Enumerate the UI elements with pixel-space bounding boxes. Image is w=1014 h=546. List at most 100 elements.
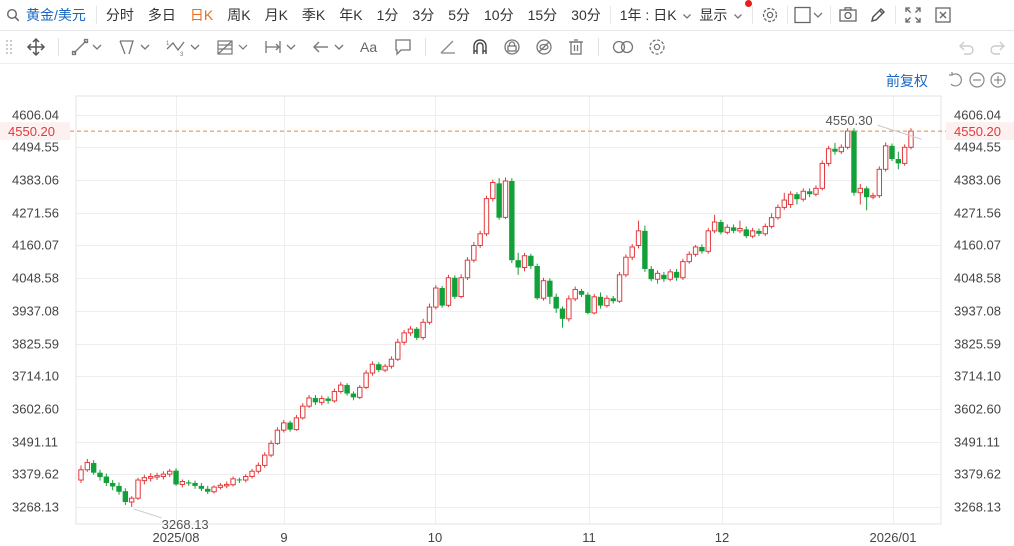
y-tick-label: 3268.13 (954, 500, 1001, 515)
candle-body (642, 230, 648, 269)
display-selector[interactable]: 显示 (699, 0, 750, 30)
period-tab[interactable]: 季K (301, 7, 326, 23)
candle (768, 213, 775, 229)
period-tab[interactable]: 1分 (376, 7, 399, 23)
candle-body (293, 417, 300, 431)
candle-body (217, 484, 224, 488)
candle (179, 479, 186, 488)
candle-body (141, 477, 148, 482)
candle-body (350, 393, 357, 398)
candle (230, 476, 236, 487)
line-tool[interactable] (65, 31, 111, 63)
measure-tool[interactable] (257, 31, 305, 63)
y-tick-label: 4271.56 (954, 206, 1001, 221)
drawing-settings[interactable] (641, 31, 673, 63)
candle (591, 293, 597, 315)
candle (414, 327, 420, 340)
hide-tool[interactable] (528, 31, 560, 63)
fullscreen-button[interactable] (898, 0, 928, 30)
candle-body (262, 454, 268, 466)
candle-body (255, 464, 262, 472)
period-tab[interactable]: 5分 (448, 7, 470, 23)
redo-button[interactable] (982, 31, 1014, 63)
candle-body (452, 277, 458, 297)
fib-tool[interactable] (209, 31, 257, 63)
draw-button[interactable] (863, 0, 893, 30)
candle-body (661, 274, 667, 280)
candle (452, 275, 458, 299)
channel-tool[interactable] (111, 31, 159, 63)
candle-body (604, 297, 610, 307)
period-tab[interactable]: 周K (227, 7, 251, 23)
trend-line-icon (71, 38, 102, 56)
reset-icon[interactable] (947, 71, 965, 89)
y-tick-label: 4494.55 (954, 140, 1001, 155)
period-tab[interactable]: 日K (189, 7, 214, 23)
y-tick-label: 4383.06 (954, 173, 1001, 188)
symbol-selector[interactable]: 黄金/美元 (0, 5, 94, 25)
candle (306, 395, 312, 408)
delete-tool[interactable] (560, 31, 592, 63)
candle-body (90, 463, 97, 473)
period-tab[interactable]: 多日 (147, 7, 176, 23)
candle-body (109, 482, 116, 487)
candle (376, 362, 382, 373)
candle-body (673, 271, 680, 278)
candle-body (407, 328, 414, 334)
channel-icon (119, 40, 150, 55)
zoom-out-icon[interactable] (968, 71, 986, 89)
magnet-tool[interactable] (464, 31, 496, 63)
candle-body (889, 145, 895, 160)
period-tab[interactable]: 年K (339, 7, 363, 23)
undo-button[interactable] (950, 31, 982, 63)
text-tool[interactable]: Aa (353, 31, 387, 63)
square-chart-icon (794, 6, 823, 24)
candle (521, 252, 528, 272)
period-tab[interactable]: 月K (264, 7, 288, 23)
candle (870, 192, 876, 200)
period-tab[interactable]: 3分 (412, 7, 435, 23)
current-price-label: 4550.20 (8, 124, 55, 139)
y-tick-label: 3268.13 (12, 500, 59, 515)
settings-button[interactable] (755, 0, 785, 30)
candle-body (439, 288, 445, 306)
screenshot-button[interactable] (833, 0, 863, 30)
candle (433, 285, 439, 310)
candle-body (331, 390, 338, 402)
arrow-tool[interactable] (305, 31, 353, 63)
note-tool[interactable] (387, 31, 419, 63)
svg-text:1: 1 (166, 41, 170, 47)
candle-body (103, 476, 110, 483)
chart-style-selector[interactable] (790, 0, 828, 30)
period-tab[interactable]: 30分 (571, 7, 601, 23)
period-tab[interactable]: 15分 (527, 7, 558, 23)
candle-body (654, 272, 661, 280)
period-tab[interactable]: 10分 (484, 7, 514, 23)
ruler-tool[interactable] (432, 31, 464, 63)
range-selector[interactable]: 1年 : 日K (613, 0, 700, 30)
candle (84, 458, 91, 472)
candle-body (236, 479, 243, 481)
lock-tool[interactable] (496, 31, 528, 63)
move-tool[interactable] (20, 31, 52, 63)
adjust-mode-button[interactable]: 前复权 (886, 73, 928, 89)
candle-body (179, 480, 186, 485)
candle-body (648, 268, 654, 280)
candle-body (363, 372, 369, 388)
candle-body (477, 233, 483, 247)
candle-body (629, 246, 635, 258)
y-tick-label: 3491.11 (954, 435, 1000, 450)
candle-body (819, 162, 825, 189)
candle (331, 388, 338, 403)
close-button[interactable] (928, 0, 958, 30)
zoom-in-icon[interactable] (989, 71, 1007, 89)
period-tab[interactable]: 分时 (105, 7, 134, 23)
candle (420, 318, 426, 340)
compare-tool[interactable] (605, 31, 641, 63)
candle-body (787, 193, 794, 205)
candle-body (863, 188, 870, 198)
candle (382, 363, 388, 373)
candle-body (623, 256, 629, 276)
